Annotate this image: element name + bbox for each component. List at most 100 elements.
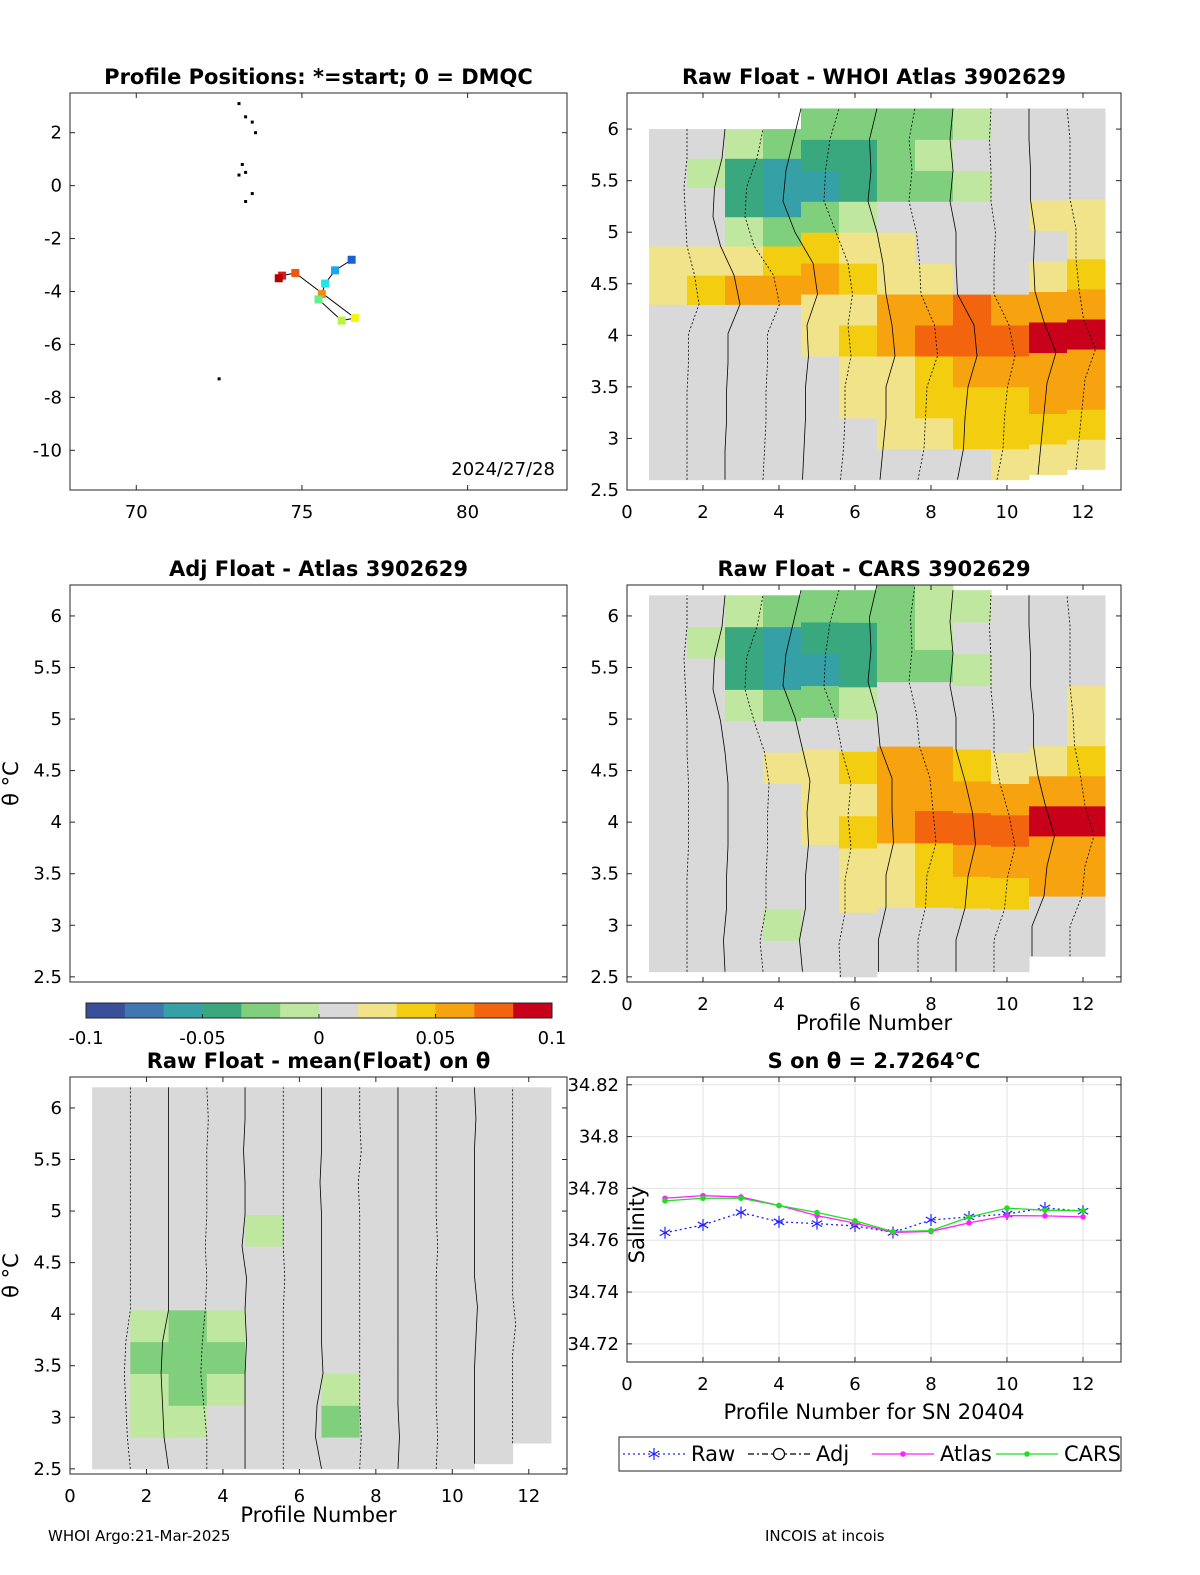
heatmap-cell	[687, 658, 726, 690]
station-point	[217, 377, 221, 381]
heatmap-cell	[649, 216, 688, 247]
heatmap-cell	[649, 689, 688, 722]
heatmap-cell	[92, 1341, 131, 1374]
heatmap-cell	[649, 362, 688, 393]
y-tick-label: 5.5	[590, 171, 619, 192]
y-tick-label: 5	[608, 222, 619, 243]
heatmap-cell	[1029, 169, 1068, 201]
station-point	[244, 115, 248, 119]
heatmap-cell	[839, 815, 878, 849]
contour-line	[1028, 108, 1057, 475]
contour-line	[474, 1087, 478, 1464]
heatmap-cell	[877, 232, 916, 264]
profile-position	[274, 274, 283, 283]
heatmap-cell	[763, 752, 802, 784]
heatmap-cell	[725, 595, 764, 628]
heatmap-cell	[1067, 168, 1106, 200]
heatmap-cell	[839, 944, 878, 978]
heatmap-cell	[1067, 439, 1106, 470]
heatmap-cell	[839, 170, 878, 202]
data-point-cars	[776, 1202, 782, 1209]
data-point-cars	[738, 1195, 744, 1202]
x-tick-label: 6	[849, 994, 860, 1015]
x-tick-label: 2	[141, 1486, 152, 1507]
heatmap-cell	[283, 1373, 322, 1406]
heatmap-cell	[839, 880, 878, 913]
heatmap-cell	[953, 908, 992, 941]
legend-label: CARS	[1064, 1442, 1121, 1466]
heatmap-cell	[725, 908, 764, 941]
heatmap-cell	[512, 1146, 552, 1177]
heatmap-cell	[1067, 108, 1106, 140]
heatmap-cell	[92, 1309, 131, 1343]
heatmap-cell	[725, 129, 764, 159]
heatmap-cell	[321, 1373, 361, 1406]
heatmap-cell	[763, 187, 802, 218]
heatmap-cell	[801, 417, 840, 450]
heatmap-cell	[763, 658, 802, 690]
heatmap-cell	[725, 689, 764, 722]
heatmap-cell	[321, 1278, 361, 1311]
x-tick-label: 10	[996, 994, 1019, 1015]
heatmap-cell	[359, 1405, 399, 1438]
heatmap-cell	[953, 844, 992, 877]
heatmap-cell	[687, 129, 726, 159]
y-tick-label: 3.5	[590, 864, 619, 885]
heatmap-cell	[168, 1437, 208, 1470]
heatmap-cell	[321, 1246, 361, 1279]
heatmap-cell	[283, 1341, 322, 1374]
heatmap-cell	[763, 877, 802, 910]
heatmap-cell	[321, 1309, 361, 1343]
chart-title: Raw Float - CARS 3902629	[717, 557, 1030, 581]
y-tick-label: 4.5	[33, 1253, 62, 1274]
heatmap-cell	[877, 713, 916, 747]
heatmap-cell	[725, 275, 764, 305]
heatmap-cell	[801, 749, 840, 782]
heatmap-cell	[991, 940, 1030, 973]
whoi-chart: Raw Float - WHOI Atlas 3902629 6 5.5 5 4.5 4 3…	[590, 65, 1122, 523]
y-tick-label: 3	[51, 1407, 62, 1428]
float-track	[278, 259, 357, 322]
heatmap-cell	[206, 1119, 246, 1152]
heatmap-cell	[92, 1278, 131, 1311]
y-axis-label: Salinity	[625, 1186, 649, 1264]
y-tick-label: 3.5	[33, 864, 62, 885]
y-tick-label: 3	[51, 915, 62, 936]
legend: Raw Adj Atlas CARS	[618, 1436, 1122, 1472]
y-tick-label: 34.76	[567, 1230, 619, 1251]
heatmap-cell	[206, 1150, 246, 1184]
heatmap-cell	[649, 752, 688, 784]
heatmap-cell	[436, 1278, 475, 1311]
heatmap-cell	[725, 158, 764, 189]
heatmap-cell	[877, 649, 916, 683]
heatmap-cell	[397, 1309, 437, 1343]
heatmap-cell	[474, 1306, 514, 1339]
data-point-atlas	[966, 1220, 972, 1226]
heatmap-cell	[687, 333, 726, 364]
heatmap-cell	[915, 810, 954, 844]
colorbar-swatch	[280, 1003, 320, 1018]
heatmap-cell	[92, 1119, 131, 1152]
heatmap-cell	[877, 875, 916, 908]
heatmap-cell	[687, 450, 726, 481]
heatmap-cell	[877, 386, 916, 419]
heatmap-cell	[991, 417, 1030, 450]
heatmap-cell	[687, 752, 726, 784]
heatmap-cell	[206, 1405, 246, 1438]
heatmap-cell	[474, 1118, 514, 1151]
heatmap-cell	[1067, 379, 1106, 410]
heatmap-cell	[915, 585, 954, 618]
contour-line	[397, 1087, 400, 1469]
heatmap-cell	[991, 814, 1030, 847]
y-tick-label: -6	[44, 334, 62, 355]
heatmap-cell	[397, 1214, 437, 1247]
heatmap-cell	[245, 1182, 284, 1215]
heatmap-cell	[725, 720, 764, 753]
plot-frame	[69, 1076, 568, 1475]
series-line-atlas	[664, 1195, 1084, 1234]
heatmap-cell	[1029, 896, 1068, 927]
heatmap-cell	[687, 158, 726, 189]
heatmap-cell	[649, 908, 688, 941]
heatmap-cell	[512, 1087, 552, 1118]
